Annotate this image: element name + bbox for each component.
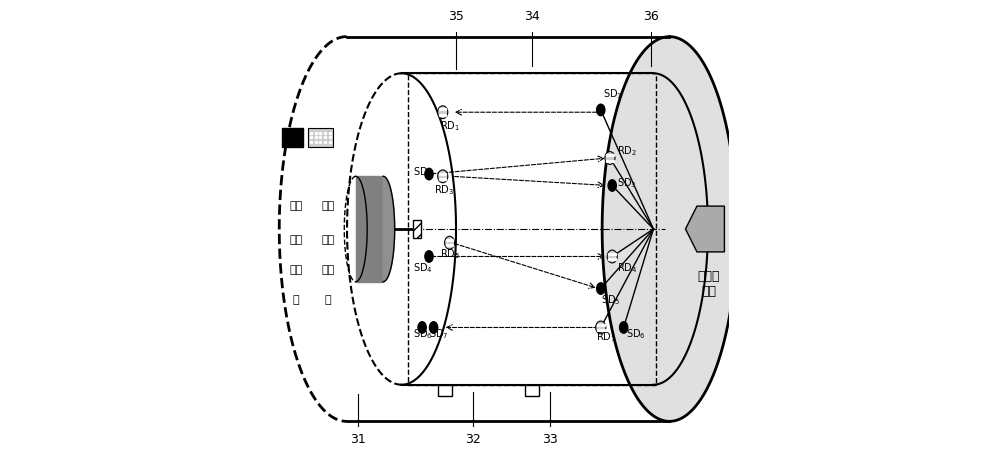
- Text: 气液两
相流: 气液两 相流: [697, 270, 720, 298]
- Bar: [525, 385, 539, 396]
- Text: RD$_2$: RD$_2$: [617, 144, 637, 158]
- Text: 34: 34: [524, 10, 540, 23]
- Text: 收装: 收装: [322, 265, 335, 275]
- Text: SD$_1$: SD$_1$: [603, 87, 622, 101]
- Text: SD$_4$: SD$_4$: [413, 261, 433, 275]
- Ellipse shape: [429, 322, 438, 333]
- Ellipse shape: [597, 283, 605, 294]
- Ellipse shape: [597, 104, 605, 116]
- Ellipse shape: [418, 322, 426, 333]
- Polygon shape: [383, 176, 395, 282]
- Text: SD$_5$: SD$_5$: [601, 293, 620, 307]
- Polygon shape: [602, 37, 737, 421]
- Text: RD$_4$: RD$_4$: [617, 261, 637, 275]
- Text: 33: 33: [543, 433, 558, 446]
- Bar: [356, 176, 383, 282]
- Bar: [308, 128, 333, 147]
- Text: SD$_6$: SD$_6$: [413, 327, 433, 341]
- Bar: [438, 385, 452, 396]
- Ellipse shape: [425, 251, 433, 262]
- Text: RD$_3$: RD$_3$: [434, 183, 454, 197]
- Text: RD$_1$: RD$_1$: [440, 119, 460, 133]
- Bar: [413, 220, 421, 238]
- Ellipse shape: [445, 236, 455, 249]
- Text: 近红: 近红: [290, 201, 303, 211]
- Text: SD$_7$: SD$_7$: [429, 327, 449, 341]
- Text: 32: 32: [465, 433, 480, 446]
- Text: SD$_3$: SD$_3$: [617, 176, 636, 190]
- Text: 外接: 外接: [322, 235, 335, 245]
- Text: 置: 置: [293, 295, 300, 305]
- Bar: [408, 73, 656, 385]
- Ellipse shape: [438, 106, 448, 119]
- Text: RD$_5$: RD$_5$: [440, 247, 461, 261]
- Ellipse shape: [605, 152, 615, 164]
- Text: 36: 36: [643, 10, 659, 23]
- Ellipse shape: [438, 170, 448, 183]
- Text: SD$_2$: SD$_2$: [413, 165, 432, 179]
- Text: 近红: 近红: [322, 201, 335, 211]
- Text: 外发: 外发: [290, 235, 303, 245]
- Ellipse shape: [425, 169, 433, 180]
- Text: RD$_7$: RD$_7$: [596, 330, 616, 344]
- Ellipse shape: [620, 322, 628, 333]
- Text: 置: 置: [325, 295, 332, 305]
- Text: 35: 35: [449, 10, 464, 23]
- Ellipse shape: [596, 321, 606, 334]
- Ellipse shape: [608, 180, 616, 191]
- Text: 31: 31: [350, 433, 366, 446]
- Bar: [282, 128, 303, 147]
- FancyArrow shape: [685, 206, 724, 252]
- Ellipse shape: [607, 250, 617, 263]
- Text: SD$_6$: SD$_6$: [626, 327, 646, 341]
- Text: 射装: 射装: [290, 265, 303, 275]
